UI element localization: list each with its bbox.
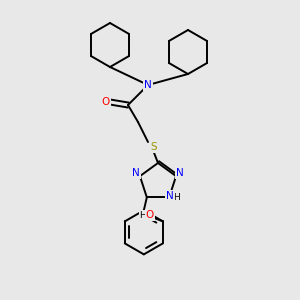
Text: S: S <box>151 142 157 152</box>
Text: N: N <box>176 168 184 178</box>
Text: H: H <box>140 211 146 220</box>
Text: O: O <box>146 210 154 220</box>
Text: N: N <box>132 168 140 178</box>
Text: H: H <box>173 193 179 202</box>
Text: N: N <box>166 191 174 201</box>
Text: N: N <box>144 80 152 90</box>
Text: O: O <box>102 97 110 107</box>
